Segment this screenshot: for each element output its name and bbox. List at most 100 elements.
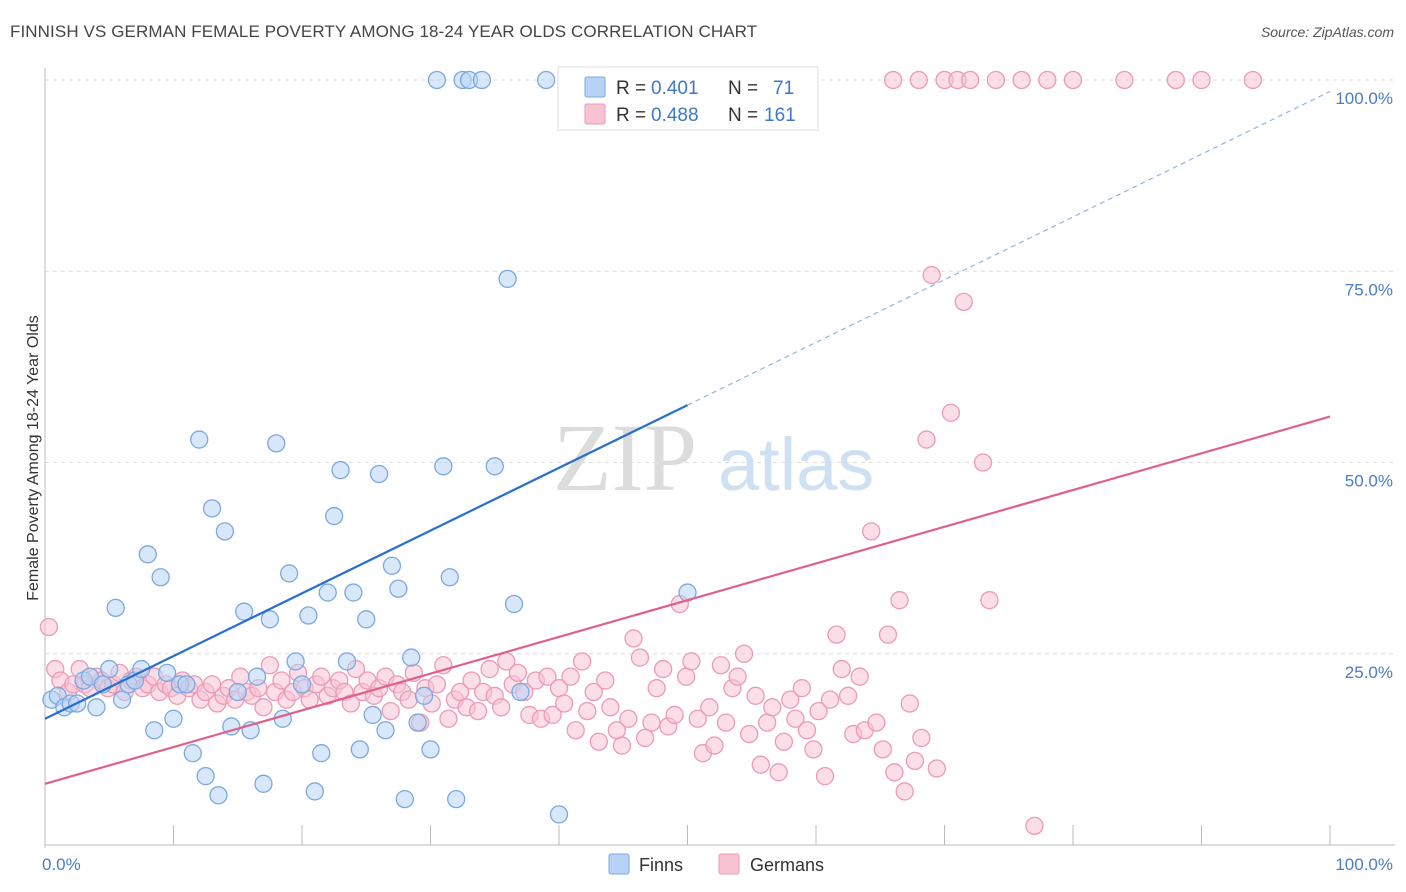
legend-germans-swatch [584, 103, 606, 125]
legend-germans-n-value: 161 [764, 105, 796, 126]
germans-point [781, 690, 800, 709]
finns-point [267, 434, 286, 453]
legend-germans-r-label: R = [616, 105, 646, 126]
germans-point [961, 70, 980, 90]
finns-point [235, 602, 254, 621]
germans-point [890, 591, 909, 610]
germans-point [1115, 70, 1134, 90]
germans-point [538, 667, 557, 686]
watermark: ZIP atlas [553, 404, 874, 511]
germans-point [746, 686, 765, 705]
germans-point [508, 663, 528, 683]
finns-trend-line [44, 404, 688, 720]
bottom-legend-finns-swatch [608, 853, 630, 875]
germans-point [820, 690, 840, 709]
germans-point [653, 659, 673, 679]
germans-point [900, 694, 919, 713]
y-tick-label-50: 50.0% [1345, 472, 1393, 491]
germans-point [838, 686, 858, 705]
germans-point [635, 728, 655, 748]
germans-point [941, 403, 961, 422]
germans-point [1166, 70, 1185, 90]
germans-point [740, 724, 759, 744]
finns-point [164, 709, 183, 728]
germans-point [827, 625, 846, 644]
bottom-legend-germans-label: Germans [750, 855, 824, 875]
germans-point [619, 709, 638, 728]
germans-point [468, 701, 488, 721]
finns-point [498, 269, 517, 289]
germans-point [815, 767, 835, 786]
germans-point [612, 736, 632, 755]
germans-point [850, 667, 869, 686]
y-tick-label-25: 25.0% [1345, 663, 1393, 682]
germans-point [584, 682, 603, 702]
germans-point [1063, 70, 1083, 90]
germans-point [917, 430, 936, 449]
y-axis-label: Female Poverty Among 18-24 Year Olds [25, 315, 42, 601]
finns-point [151, 568, 170, 587]
germans-point [272, 671, 291, 690]
germans-point [427, 675, 447, 694]
germans-point [554, 694, 574, 713]
legend: R = 0.401 N = 71 R = 0.488 N = 161 [557, 66, 819, 131]
germans-point [260, 656, 280, 675]
germans-point [927, 759, 946, 778]
germans-point [734, 644, 754, 663]
germans-point [596, 671, 615, 690]
germans-point [728, 667, 747, 686]
y-tick-label-100: 100.0% [1335, 89, 1393, 108]
finns-point [305, 782, 325, 801]
germans-point [867, 713, 886, 732]
finns-point [357, 610, 376, 629]
x-tick-label-min: 0.0% [42, 855, 81, 874]
finns-point [145, 721, 164, 740]
germans-point [566, 721, 585, 740]
germans-point [878, 625, 898, 644]
germans-point [769, 763, 788, 782]
germans-point [578, 701, 597, 721]
germans-point [1038, 70, 1057, 90]
finns-point [485, 457, 504, 476]
germans-point [630, 648, 650, 667]
germans-point [688, 709, 707, 728]
finns-point [196, 767, 215, 786]
germans-point [1243, 70, 1263, 90]
chart-title: FINNISH VS GERMAN FEMALE POVERTY AMONG 1… [10, 22, 758, 41]
legend-finns-n-label: N = [728, 78, 758, 99]
finns-point [472, 70, 492, 90]
germans-point [1192, 70, 1211, 90]
finns-point [106, 598, 125, 617]
finns-point [286, 652, 305, 671]
finns-point [402, 648, 421, 667]
germans-point [809, 701, 828, 721]
finns-point [318, 583, 337, 602]
germans-point [439, 709, 458, 728]
finns-point [247, 667, 267, 686]
bottom-legend-finns-label: Finns [639, 855, 683, 875]
germans-point [1025, 816, 1044, 836]
finns-point [215, 522, 235, 541]
germans-point [786, 709, 805, 728]
germans-point [705, 736, 724, 755]
germans-point [341, 694, 360, 713]
finns-point [254, 774, 273, 793]
germans-trend-line [44, 415, 1331, 785]
finns-point [369, 464, 389, 484]
germans-point [763, 698, 782, 717]
finns-point [511, 682, 530, 702]
legend-finns-swatch [584, 76, 606, 98]
finns-point [376, 721, 395, 740]
watermark-atlas: atlas [718, 423, 874, 506]
finns-point [202, 499, 222, 518]
germans-point [1012, 70, 1031, 90]
finns-point [299, 606, 318, 625]
trend-lines [44, 90, 1331, 785]
finns-point [183, 744, 202, 763]
finns-point [440, 568, 459, 587]
germans-point [774, 732, 794, 751]
germans-point [716, 713, 736, 732]
germans-point [399, 690, 418, 709]
legend-finns-r-label: R = [616, 78, 646, 99]
